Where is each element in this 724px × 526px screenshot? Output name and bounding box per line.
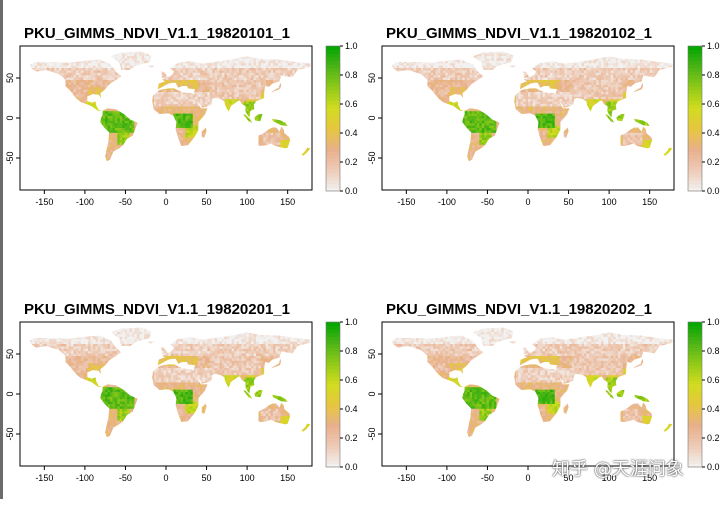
map-panel-2: PKU_GIMMS_NDVI_V1.1_19820102_1 -150 -100 -5… [362,0,724,250]
x-tick-label: 100 [240,473,255,483]
panel-title: PKU_GIMMS_NDVI_V1.1_19820202_1 [386,301,652,318]
x-tick-label: 150 [642,197,657,207]
x-tick-label: 0 [525,473,530,483]
x-tick-label: -50 [119,197,132,207]
colorbar-label: 0.4 [345,404,358,414]
y-tick-label: -50 [367,427,377,440]
x-tick-label: -100 [438,197,456,207]
y-tick-label: -50 [367,151,377,164]
colorbar-label: 0.0 [707,462,720,472]
x-tick-label: -50 [119,473,132,483]
colorbar: 0.0 0.2 0.4 0.6 0.8 1.0 [326,41,358,196]
x-tick-label: 0 [525,197,530,207]
colorbar-label: 0.8 [707,346,720,356]
map-panel-4: PKU_GIMMS_NDVI_V1.1_19820202_1 -150 -100 -5… [362,276,724,526]
y-tick-label: 0 [367,391,377,396]
x-tick-label: -150 [35,197,53,207]
watermark-text: 知乎 @天涯问象 [552,455,684,481]
y-tick-label: -50 [5,151,15,164]
x-tick-label: -100 [76,197,94,207]
panel-title: PKU_GIMMS_NDVI_V1.1_19820101_1 [24,25,290,42]
y-tick-label: 50 [367,73,377,83]
colorbar-label: 0.2 [345,157,358,167]
x-tick-label: 50 [564,197,574,207]
y-tick-label: 50 [367,349,377,359]
x-tick-label: -150 [35,473,53,483]
x-tick-label: 150 [280,473,295,483]
y-tick-label: -50 [5,427,15,440]
colorbar-label: 1.0 [345,317,358,327]
x-tick-label: 0 [163,473,168,483]
colorbar-label: 0.2 [707,157,720,167]
colorbar-label: 0.6 [707,99,720,109]
colorbar-label: 0.4 [345,128,358,138]
x-tick-label: -150 [397,197,415,207]
x-tick-label: -150 [397,473,415,483]
colorbar-label: 0.2 [345,433,358,443]
map-panel-3: PKU_GIMMS_NDVI_V1.1_19820201_1 -150 -100 -5… [0,276,362,526]
colorbar-label: 0.0 [345,186,358,196]
panel-title: PKU_GIMMS_NDVI_V1.1_19820201_1 [24,301,290,318]
colorbar-label: 0.8 [345,346,358,356]
x-tick-label: 50 [202,473,212,483]
colorbar-label: 0.0 [707,186,720,196]
colorbar-label: 1.0 [707,41,720,51]
colorbar-label: 0.2 [707,433,720,443]
colorbar-label: 0.8 [345,70,358,80]
y-tick-label: 0 [5,115,15,120]
map-chart-2: PKU_GIMMS_NDVI_V1.1_19820102_1 -150 -100 -5… [362,0,724,250]
x-tick-label: 150 [280,197,295,207]
map-chart-1: PKU_GIMMS_NDVI_V1.1_19820101_1 -150 -100 -5… [0,0,362,250]
colorbar-label: 0.6 [345,375,358,385]
colorbar: 0.0 0.2 0.4 0.6 0.8 1.0 [326,317,358,472]
colorbar: 0.0 0.2 0.4 0.6 0.8 1.0 [688,317,720,472]
map-chart-4: PKU_GIMMS_NDVI_V1.1_19820202_1 -150 -100 -5… [362,276,724,526]
x-tick-label: 0 [163,197,168,207]
x-tick-label: 50 [202,197,212,207]
colorbar-label: 1.0 [707,317,720,327]
y-tick-label: 0 [367,115,377,120]
x-tick-label: -100 [76,473,94,483]
colorbar-label: 0.0 [345,462,358,472]
map-chart-3: PKU_GIMMS_NDVI_V1.1_19820201_1 -150 -100 -5… [0,276,362,526]
colorbar-label: 0.8 [707,70,720,80]
x-tick-label: -100 [438,473,456,483]
colorbar-label: 1.0 [345,41,358,51]
colorbar-label: 0.6 [345,99,358,109]
y-tick-label: 0 [5,391,15,396]
colorbar-label: 0.4 [707,128,720,138]
x-tick-label: -50 [481,197,494,207]
y-tick-label: 50 [5,349,15,359]
x-tick-label: 100 [602,197,617,207]
colorbar-label: 0.6 [707,375,720,385]
panel-title: PKU_GIMMS_NDVI_V1.1_19820102_1 [386,25,652,42]
y-tick-label: 50 [5,73,15,83]
x-tick-label: 100 [240,197,255,207]
x-tick-label: -50 [481,473,494,483]
colorbar-label: 0.4 [707,404,720,414]
colorbar: 0.0 0.2 0.4 0.6 0.8 1.0 [688,41,720,196]
map-panel-1: PKU_GIMMS_NDVI_V1.1_19820101_1 -150 -100 -5… [0,0,362,250]
